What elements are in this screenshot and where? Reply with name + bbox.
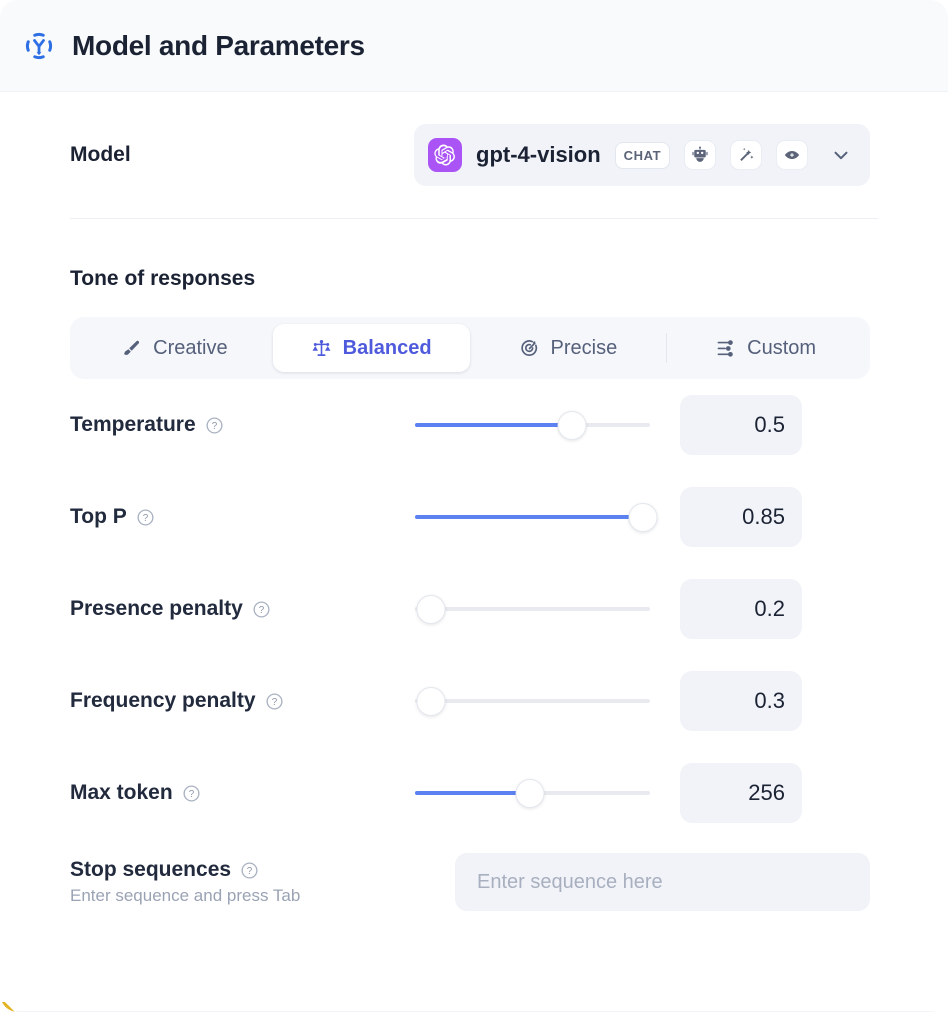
- help-circle-icon[interactable]: ?: [205, 416, 224, 435]
- svg-text:?: ?: [188, 789, 194, 800]
- slider-track-fill: [415, 791, 531, 795]
- parameter-row-max-token: Max token ? 256: [70, 747, 878, 839]
- parameter-value-frequency-penalty[interactable]: 0.3: [680, 671, 802, 731]
- parameter-row-presence-penalty: Presence penalty ? 0.2: [70, 563, 878, 655]
- help-circle-icon[interactable]: ?: [265, 692, 284, 711]
- parameter-name: Temperature: [70, 413, 196, 436]
- tone-option-creative[interactable]: Creative: [76, 324, 273, 372]
- parameter-value-top-p[interactable]: 0.85: [680, 487, 802, 547]
- parameter-row-frequency-penalty: Frequency penalty ? 0.3: [70, 655, 878, 747]
- parameter-slider-temperature[interactable]: [415, 410, 650, 440]
- parameter-slider-presence-penalty[interactable]: [415, 594, 650, 624]
- parameter-name: Top P: [70, 505, 127, 528]
- svg-text:?: ?: [247, 866, 253, 877]
- parameter-name: Frequency penalty: [70, 689, 256, 712]
- stop-sequences-hint: Enter sequence and press Tab: [70, 886, 301, 905]
- parameter-name: Stop sequences: [70, 858, 232, 881]
- svg-text:?: ?: [211, 421, 217, 432]
- parameter-slider-frequency-penalty[interactable]: [415, 686, 650, 716]
- slider-thumb[interactable]: [416, 686, 446, 716]
- svg-text:?: ?: [271, 697, 277, 708]
- tone-option-custom[interactable]: Custom: [667, 324, 864, 372]
- parameter-value-max-token[interactable]: 256: [680, 763, 802, 823]
- slider-track: [415, 607, 650, 611]
- model-type-badge: CHAT: [614, 141, 671, 169]
- model-label: Model: [70, 143, 131, 166]
- parameter-row-temperature: Temperature ? 0.5: [70, 379, 878, 471]
- tone-option-label: Precise: [550, 336, 618, 359]
- segment-divider: [666, 333, 668, 363]
- parameter-label: Temperature ?: [70, 413, 415, 437]
- paintbrush-icon: [124, 340, 140, 355]
- stop-sequences-label-group: Stop sequences ? Enter sequence and pres…: [70, 858, 455, 906]
- help-circle-icon[interactable]: ?: [182, 784, 201, 803]
- help-circle-icon[interactable]: ?: [240, 861, 259, 880]
- chevron-down-icon[interactable]: [830, 144, 852, 166]
- section-divider: [70, 218, 878, 219]
- tone-option-label: Custom: [747, 336, 817, 359]
- stop-sequences-input[interactable]: [455, 853, 870, 911]
- sliders-icon: [717, 339, 733, 357]
- slider-thumb[interactable]: [515, 778, 545, 808]
- slider-thumb[interactable]: [628, 502, 658, 532]
- slider-track: [415, 699, 650, 703]
- parameter-value-presence-penalty[interactable]: 0.2: [680, 579, 802, 639]
- tone-segmented-control: Creative Balanced: [70, 317, 870, 379]
- parameter-label: Top P ?: [70, 505, 415, 529]
- parameter-name: Max token: [70, 781, 173, 804]
- card-header: Model and Parameters: [0, 0, 948, 92]
- model-selector[interactable]: gpt-4-vision CHAT: [414, 124, 870, 186]
- tone-option-balanced[interactable]: Balanced: [272, 324, 470, 372]
- tone-option-precise[interactable]: Precise: [470, 324, 667, 372]
- parameter-slider-max-token[interactable]: [415, 778, 650, 808]
- target-icon: [520, 339, 537, 356]
- parameter-label: Presence penalty ?: [70, 597, 415, 621]
- parameter-label: Stop sequences ?: [70, 858, 455, 882]
- tone-option-label: Creative: [153, 336, 228, 359]
- parameter-name: Presence penalty: [70, 597, 243, 620]
- eye-icon[interactable]: [776, 140, 809, 170]
- robot-icon[interactable]: [684, 140, 717, 170]
- model-name: gpt-4-vision: [476, 142, 601, 167]
- help-circle-icon[interactable]: ?: [136, 508, 155, 527]
- tone-section-title: Tone of responses: [70, 267, 256, 290]
- svg-text:?: ?: [259, 605, 265, 616]
- svg-text:?: ?: [143, 513, 149, 524]
- slider-thumb[interactable]: [557, 410, 587, 440]
- parameter-label: Frequency penalty ?: [70, 689, 415, 713]
- parameter-slider-top-p[interactable]: [415, 502, 658, 532]
- help-circle-icon[interactable]: ?: [252, 600, 271, 619]
- tone-option-label: Balanced: [342, 336, 432, 359]
- model-row: Model gpt-4-vision CHAT: [70, 92, 878, 218]
- parameter-value-temperature[interactable]: 0.5: [680, 395, 802, 455]
- parameters-list: Temperature ? 0.5 Top P: [70, 379, 878, 925]
- openai-logo-icon: [428, 138, 462, 172]
- parameter-label: Max token ?: [70, 781, 415, 805]
- magic-wand-icon[interactable]: [730, 140, 763, 170]
- page-title: Model and Parameters: [72, 29, 365, 61]
- corner-accent-sliver: [0, 1002, 18, 1012]
- network-hub-icon: [25, 32, 53, 59]
- slider-track-fill: [415, 423, 573, 427]
- parameter-row-top-p: Top P ? 0.85: [70, 471, 878, 563]
- stop-sequences-row: Stop sequences ? Enter sequence and pres…: [70, 839, 878, 925]
- scales-balance-icon: [312, 339, 331, 356]
- slider-track-fill: [415, 515, 643, 519]
- slider-thumb[interactable]: [416, 594, 446, 624]
